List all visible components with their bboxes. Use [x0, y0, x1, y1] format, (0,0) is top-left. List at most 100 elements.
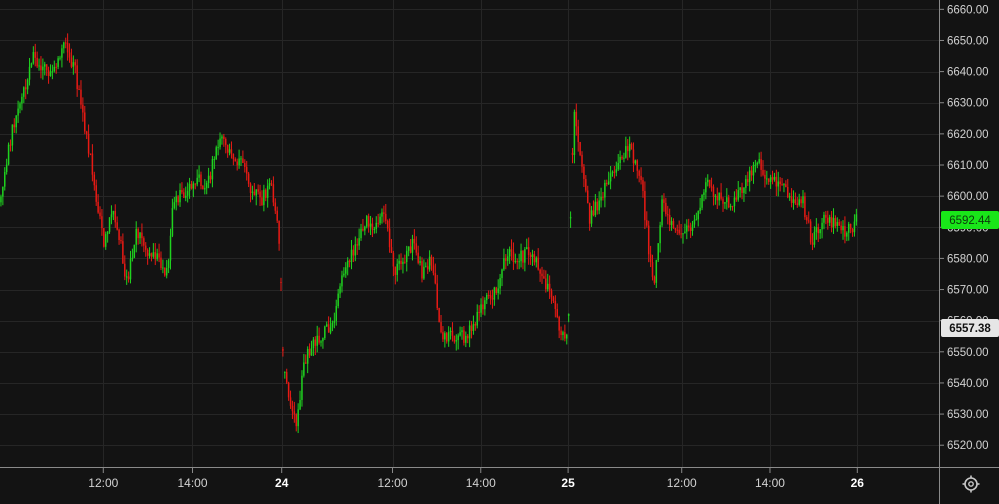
- candle-body: [506, 256, 509, 261]
- candle-body: [518, 261, 520, 263]
- candle-body: [581, 154, 583, 167]
- time-tick-label: 14:00: [177, 476, 207, 490]
- candle-body: [207, 175, 210, 183]
- candle-body: [320, 341, 322, 343]
- candle-body: [743, 187, 745, 193]
- candle-body: [583, 166, 585, 179]
- candle-body: [325, 324, 328, 327]
- candle-body: [417, 252, 419, 263]
- candle-body: [45, 64, 48, 71]
- price-axis[interactable]: 6520.006530.006540.006550.006560.006570.…: [940, 4, 989, 452]
- candle-body: [758, 159, 760, 163]
- candle-body: [299, 399, 301, 410]
- candle-body: [461, 330, 463, 333]
- candle-body: [487, 294, 490, 296]
- candle-body: [402, 261, 404, 264]
- price-tick-label: 6580.00: [947, 253, 989, 265]
- candle-body: [529, 255, 532, 257]
- candle-body: [771, 177, 774, 180]
- candle-body: [632, 149, 635, 164]
- candle-body: [573, 111, 576, 156]
- candle-body: [646, 220, 648, 226]
- candle-body: [28, 66, 31, 80]
- chart-settings-button[interactable]: [941, 468, 999, 504]
- candle-body: [240, 158, 242, 160]
- candle-body: [97, 201, 99, 213]
- candle-body: [419, 261, 421, 263]
- candle-body: [274, 202, 277, 211]
- candle-body: [514, 261, 517, 263]
- candle-body: [752, 164, 755, 176]
- candle-body: [84, 112, 86, 132]
- candle-body: [390, 247, 393, 253]
- candle-body: [253, 191, 256, 196]
- candle-body: [676, 229, 679, 231]
- candle-body: [36, 57, 38, 67]
- candle-body: [209, 175, 212, 180]
- candle-body: [358, 238, 360, 246]
- candle-body: [638, 170, 640, 176]
- candle-body: [2, 186, 4, 197]
- candle-body: [127, 276, 130, 280]
- candle-body: [265, 189, 267, 198]
- candle-body: [505, 258, 507, 261]
- candle-body: [143, 238, 145, 246]
- candle-body: [682, 233, 684, 235]
- candle-body: [699, 207, 701, 211]
- candle-body: [213, 159, 216, 161]
- candle-body: [817, 227, 820, 234]
- candle-body: [811, 242, 814, 245]
- candle-body: [491, 298, 494, 300]
- candle-body: [731, 206, 734, 208]
- candle-body: [103, 228, 105, 247]
- candle-body: [739, 187, 741, 191]
- candle-body: [604, 182, 606, 198]
- candle-body: [32, 52, 35, 64]
- candle-body: [405, 250, 408, 263]
- candle-body: [383, 212, 385, 214]
- candle-body: [85, 131, 88, 134]
- price-tick-label: 6530.00: [947, 409, 989, 421]
- candle-body: [541, 273, 543, 277]
- candle-body: [716, 195, 719, 201]
- candle-body: [55, 66, 57, 68]
- candle-body: [308, 348, 311, 356]
- candle-body: [567, 313, 570, 316]
- candle-body: [287, 382, 290, 398]
- price-tick-label: 6640.00: [947, 67, 989, 79]
- candle-body: [735, 197, 738, 200]
- time-tick-label: 12:00: [88, 476, 118, 490]
- candle-body: [23, 87, 25, 97]
- candle-body: [4, 171, 6, 187]
- candle-body: [124, 263, 126, 277]
- candle-body: [750, 170, 753, 176]
- candle-body: [678, 229, 680, 234]
- candle-body: [779, 181, 781, 185]
- candle-body: [619, 156, 621, 164]
- candle-body: [329, 327, 332, 333]
- candle-body: [718, 192, 720, 201]
- candle-body: [827, 217, 829, 223]
- candle-body: [411, 238, 414, 253]
- candle-body: [158, 253, 160, 258]
- candle-body: [644, 190, 646, 221]
- candle-body: [175, 196, 177, 203]
- candle-body: [137, 228, 139, 239]
- candle-body: [823, 214, 825, 223]
- candle-body: [630, 143, 633, 150]
- candle-body: [825, 214, 827, 218]
- candle-body: [535, 257, 538, 263]
- candle-body: [626, 146, 629, 152]
- candle-body: [508, 249, 511, 257]
- candle-body: [564, 332, 566, 339]
- candle-body: [586, 190, 589, 204]
- candle-body: [569, 216, 572, 219]
- candle-body: [205, 182, 208, 189]
- candle-body: [316, 335, 318, 346]
- time-axis[interactable]: 12:00 14:00 24 12:00 14:00 25 12:00 14:00 26: [88, 468, 864, 490]
- candle-body: [150, 253, 153, 257]
- candle-body: [434, 273, 437, 284]
- candle-body: [472, 324, 475, 331]
- candle-body: [531, 254, 534, 257]
